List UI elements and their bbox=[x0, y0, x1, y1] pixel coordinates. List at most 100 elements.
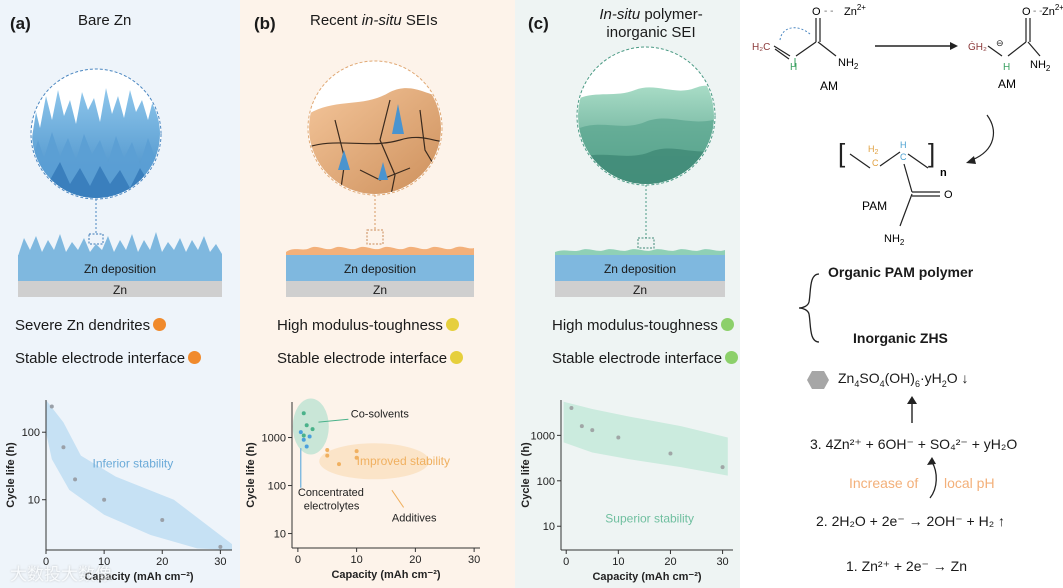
panel-a-deposition-label: Zn deposition bbox=[83, 262, 157, 276]
data-point bbox=[218, 544, 223, 549]
panel-a-label: (a) bbox=[10, 14, 31, 33]
additives-pointer bbox=[391, 489, 405, 508]
panel-b-label: (b) bbox=[254, 14, 276, 33]
x-tick-label: 20 bbox=[409, 554, 421, 566]
up-arrow-1 bbox=[907, 396, 917, 423]
svg-text:[: [ bbox=[838, 138, 846, 168]
reaction-1: 1. Zn²⁺ + 2e⁻ → Zn bbox=[846, 558, 967, 574]
cosolvent-region bbox=[292, 398, 329, 455]
svg-text:C: C bbox=[872, 158, 879, 168]
zoom-box bbox=[88, 233, 104, 245]
panel-a-feature-1: Severe Zn dendrites bbox=[15, 317, 167, 334]
panel-b: (b) Recent in-situ SEIs Zn deposition Zn bbox=[240, 0, 515, 588]
data-point bbox=[668, 451, 673, 456]
data-point bbox=[301, 433, 306, 438]
sei-profile bbox=[555, 249, 725, 256]
hexagon-icon bbox=[807, 371, 829, 389]
stability-region bbox=[46, 400, 232, 550]
data-point bbox=[569, 406, 574, 411]
x-tick-label: 30 bbox=[468, 554, 480, 566]
zoom-box bbox=[366, 229, 384, 245]
polymerization-scheme: H₂C H O - - Zn2+ NH2 AM ĠH₂ ⊖ H O - - Zn… bbox=[752, 3, 1063, 247]
improved-label: Improved stability bbox=[357, 454, 450, 468]
x-tick-label: 10 bbox=[612, 556, 624, 568]
panel-c-feature-1: High modulus-toughness bbox=[552, 317, 734, 334]
panel-c-label: (c) bbox=[528, 14, 549, 33]
curved-arrow bbox=[971, 114, 994, 161]
cosolvents-pointer bbox=[318, 418, 349, 423]
chart-c: Superior stability 0 10 20 30 10 100 1000 Capaci… bbox=[520, 400, 733, 583]
chart-a: Inferior stability 0 10 20 30 10 100 Capacity (… bbox=[5, 400, 232, 583]
data-point bbox=[160, 518, 165, 523]
am-label-2: AM bbox=[998, 77, 1016, 91]
data-point bbox=[304, 444, 309, 449]
recent-sei-illustration bbox=[286, 60, 474, 297]
panel-b-title: Recent in-situ SEIs bbox=[310, 12, 438, 29]
am-radical: ĠH₂ ⊖ H O - - Zn2+ NH2 AM bbox=[968, 3, 1063, 91]
smile-face-icon bbox=[725, 351, 739, 364]
data-point bbox=[301, 411, 306, 416]
x-tick-label: 0 bbox=[563, 556, 569, 568]
zn-substrate bbox=[286, 281, 474, 297]
sad-face-icon bbox=[188, 351, 202, 364]
inorganic-zhs-label: Inorganic ZHS bbox=[853, 330, 948, 346]
svg-text:⊖: ⊖ bbox=[996, 38, 1004, 48]
neutral-face-icon bbox=[450, 351, 464, 364]
panel-b-substrate-label: Zn bbox=[372, 283, 387, 297]
data-point bbox=[579, 424, 584, 429]
pam-nh2-label: NH2 bbox=[884, 233, 905, 247]
nh2-label: NH2 bbox=[838, 57, 859, 71]
pam-oxygen-label: O bbox=[944, 189, 953, 201]
zn-deposition-layer bbox=[18, 255, 222, 281]
zn-deposition-layer bbox=[286, 255, 474, 281]
panel-c-title: In-situ polymer-inorganic SEI bbox=[599, 6, 703, 41]
curved-up-arrow bbox=[927, 457, 937, 499]
x-tick-label: 0 bbox=[295, 554, 301, 566]
panel-b-feature-2: Stable electrode interface bbox=[277, 350, 464, 367]
bare-zn-illustration bbox=[18, 68, 222, 297]
region-label: Inferior stability bbox=[93, 457, 174, 471]
additives-label: Additives bbox=[392, 512, 437, 524]
zn-substrate bbox=[18, 281, 222, 297]
data-point bbox=[307, 434, 312, 439]
pam-label: PAM bbox=[862, 199, 887, 213]
data-point bbox=[310, 427, 315, 432]
additives-region bbox=[319, 443, 430, 480]
panel-c-feature-2: Stable electrode interface bbox=[552, 350, 739, 367]
data-point bbox=[590, 428, 595, 433]
svg-text:]: ] bbox=[928, 138, 935, 168]
region-label: Superior stability bbox=[605, 512, 694, 526]
data-point bbox=[720, 465, 725, 470]
data-point bbox=[337, 462, 341, 467]
data-point bbox=[301, 437, 306, 442]
zn-deposition-layer bbox=[555, 255, 725, 281]
watermark: 大数投大数像 bbox=[10, 565, 112, 584]
svg-text:- -: - - bbox=[824, 6, 833, 17]
pam-h-label: H bbox=[900, 140, 907, 150]
reaction-3: 3. 4Zn²⁺ + 6OH⁻ + SO₄²⁻ + yH₂O bbox=[810, 436, 1018, 452]
ph-label-right: local pH bbox=[944, 475, 995, 491]
zn-ion-label: Zn2+ bbox=[844, 3, 866, 18]
y-tick-label: 10 bbox=[28, 495, 40, 507]
ch2-label: ĠH₂ bbox=[968, 40, 987, 53]
data-point bbox=[102, 497, 107, 502]
data-point bbox=[354, 449, 359, 454]
polymer-sei-illustration bbox=[555, 46, 725, 297]
neutral-face-icon bbox=[445, 318, 459, 331]
x-tick-label: 30 bbox=[716, 556, 728, 568]
panel-a-feature-2: Stable electrode interface bbox=[15, 350, 202, 367]
svg-text:- -: - - bbox=[1033, 6, 1042, 17]
y-tick-label: 100 bbox=[22, 427, 40, 439]
oxygen-label: O bbox=[1022, 6, 1031, 18]
data-point bbox=[354, 455, 359, 460]
data-point bbox=[616, 435, 621, 440]
zoom-box bbox=[637, 237, 655, 249]
concentrated-label-2: electrolytes bbox=[304, 500, 360, 512]
sei-surface bbox=[578, 85, 714, 184]
data-point bbox=[325, 453, 330, 458]
concentrated-label-1: Concentrated bbox=[298, 487, 364, 499]
y-axis-label: Cycle life (h) bbox=[5, 442, 17, 508]
y-tick-label: 1000 bbox=[262, 433, 286, 445]
sad-face-icon bbox=[153, 318, 167, 331]
y-tick-label: 100 bbox=[268, 481, 286, 493]
